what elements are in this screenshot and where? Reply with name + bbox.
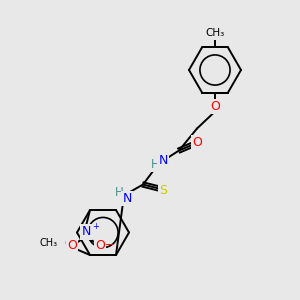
Text: H: H (151, 158, 159, 171)
Text: CH₃: CH₃ (40, 238, 58, 248)
Text: O: O (210, 100, 220, 113)
Text: O: O (64, 236, 74, 250)
Text: O: O (67, 239, 77, 253)
Text: CH₃: CH₃ (206, 28, 225, 38)
Text: +: + (92, 222, 99, 231)
Text: O: O (192, 136, 202, 149)
Text: N: N (81, 226, 91, 238)
Text: N: N (122, 192, 132, 205)
Text: −: − (105, 240, 114, 250)
Text: H: H (115, 186, 123, 199)
Text: O: O (95, 239, 105, 253)
Text: S: S (159, 184, 167, 197)
Text: N: N (158, 154, 168, 167)
